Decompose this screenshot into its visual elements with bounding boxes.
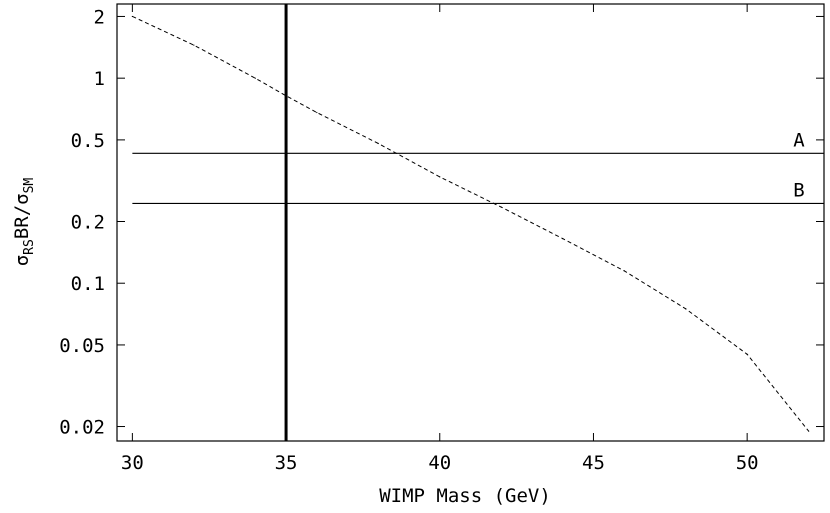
y-tick-label: 0.1 (71, 273, 105, 295)
hline-label-b: B (793, 179, 804, 201)
y-tick-label: 0.2 (71, 211, 105, 233)
data-point (377, 142, 379, 145)
data-point (254, 77, 256, 79)
data-point (746, 353, 748, 355)
y-tick-label: 1 (94, 68, 105, 90)
y-tick-label: 0.5 (71, 130, 105, 152)
x-tick-label: 50 (736, 452, 759, 474)
y-tick-label: 0.02 (59, 417, 105, 439)
y-axis-label-sub-rs: RS (22, 239, 37, 255)
y-axis-label: σRSBR/σSM (11, 178, 37, 267)
x-tick-label: 45 (582, 452, 605, 474)
data-point (808, 430, 810, 432)
data-point (131, 15, 133, 18)
data-point (500, 206, 502, 208)
y-axis: 0.02 0.05 0.1 0.2 0.5 1 2 (59, 6, 824, 439)
data-point (439, 176, 441, 178)
y-axis-label-sub-sm: SM (22, 178, 37, 194)
x-axis: 30 35 40 45 50 (121, 4, 759, 474)
y-axis-label-sigma-2: σ (11, 193, 33, 204)
data-point (193, 44, 195, 46)
data-point (623, 270, 625, 272)
hline-label-a: A (793, 129, 805, 151)
data-point (285, 95, 287, 97)
series-points (131, 15, 810, 432)
y-axis-label-mid: BR/ (11, 205, 33, 239)
x-axis-label: WIMP Mass (GeV) (379, 485, 551, 507)
data-point (316, 111, 318, 114)
reference-lines: AB (132, 129, 824, 205)
y-tick-label: 2 (94, 6, 105, 28)
data-point (685, 308, 687, 310)
x-tick-label: 35 (275, 452, 298, 474)
y-axis-label-sigma-1: σ (11, 255, 33, 266)
x-tick-label: 40 (428, 452, 451, 474)
y-tick-label: 0.05 (59, 335, 105, 357)
data-point (562, 238, 564, 240)
series-line (132, 15, 809, 432)
plot-frame (116, 3, 825, 442)
x-tick-label: 30 (121, 452, 144, 474)
